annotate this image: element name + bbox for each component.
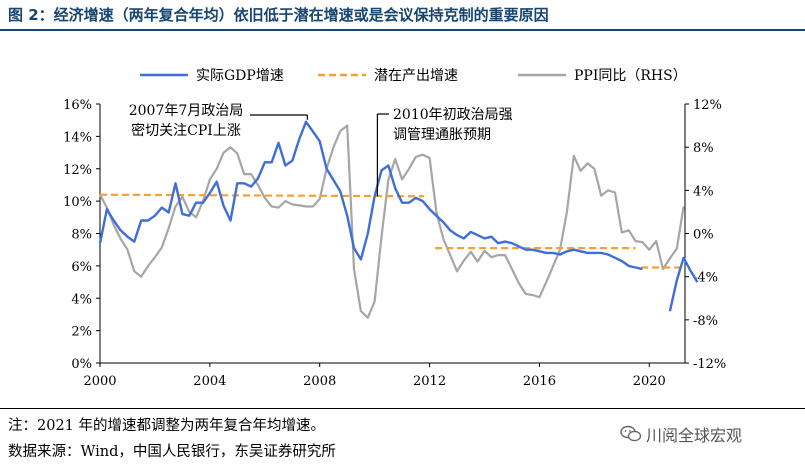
footnote: 注：2021 年的增速都调整为两年复合年均增速。 (8, 418, 326, 434)
series-line-potential-output (99, 193, 425, 198)
x-tick-label: 2004 (193, 374, 226, 389)
bottom-rule (0, 408, 805, 409)
wechat-icon (620, 425, 642, 442)
series-line-gdp (98, 120, 643, 271)
line-chart: 0% 2% 4% 6% 8% 10% 12% 14% 16% -12% -8% -4% 0% 4% 8% 12… (63, 68, 726, 389)
x-tick-label: 2012 (413, 374, 446, 389)
y-tick-label-right: 12% (693, 98, 722, 113)
y-tick-label-left: 8% (71, 228, 92, 243)
y-tick-label-right: 0% (693, 228, 714, 243)
y-tick-label-right: -12% (693, 357, 726, 372)
y-tick-label-left: 10% (63, 195, 92, 210)
x-tick-label: 2008 (303, 374, 336, 389)
x-tick-label: 2020 (633, 374, 666, 389)
legend-potential-output-label: 潜在产出增速 (374, 68, 458, 84)
title-rule (0, 29, 805, 31)
y-tick-label-left: 16% (63, 98, 92, 113)
watermark-text: 川阅全球宏观 (646, 426, 743, 445)
y-tick-label-left: 6% (71, 260, 92, 275)
y-tick-label-right: 4% (693, 184, 714, 199)
series-line-ppi (99, 124, 685, 319)
y-tick-label-left: 12% (63, 163, 92, 178)
y-tick-label-left: 0% (71, 357, 92, 372)
x-tick-label: 2000 (83, 374, 116, 389)
y-tick-label-left: 2% (71, 325, 92, 340)
figure-title: 图 2：经济增速（两年复合年均）依旧低于潜在增速或是会议保持克制的重要原因 (8, 6, 549, 24)
x-tick-label: 2016 (523, 374, 556, 389)
watermark: 川阅全球宏观 (620, 422, 742, 446)
annotation-2007-line2: 密切关注CPI上涨 (131, 122, 241, 139)
legend-gdp-label: 实际GDP增速 (196, 68, 284, 84)
legend-ppi-label: PPI同比（RHS） (574, 68, 687, 84)
y-tick-label-right: -8% (693, 314, 718, 329)
title-bar: 图 2：经济增速（两年复合年均）依旧低于潜在增速或是会议保持克制的重要原因 (0, 0, 805, 31)
annotation-2010-line2: 调管理通胀预期 (393, 127, 491, 143)
annotation-2010-line1: 2010年初政治局强 (393, 106, 513, 123)
y-tick-label-right: 8% (693, 141, 714, 156)
y-tick-label-right: -4% (693, 271, 718, 286)
annotation-2007-line1: 2007年7月政治局 (129, 103, 244, 119)
data-source: 数据来源：Wind，中国人民银行，东吴证券研究所 (8, 444, 336, 460)
y-tick-label-left: 4% (71, 292, 92, 307)
y-tick-label-left: 14% (63, 130, 92, 145)
series-line-gdp (668, 256, 699, 312)
